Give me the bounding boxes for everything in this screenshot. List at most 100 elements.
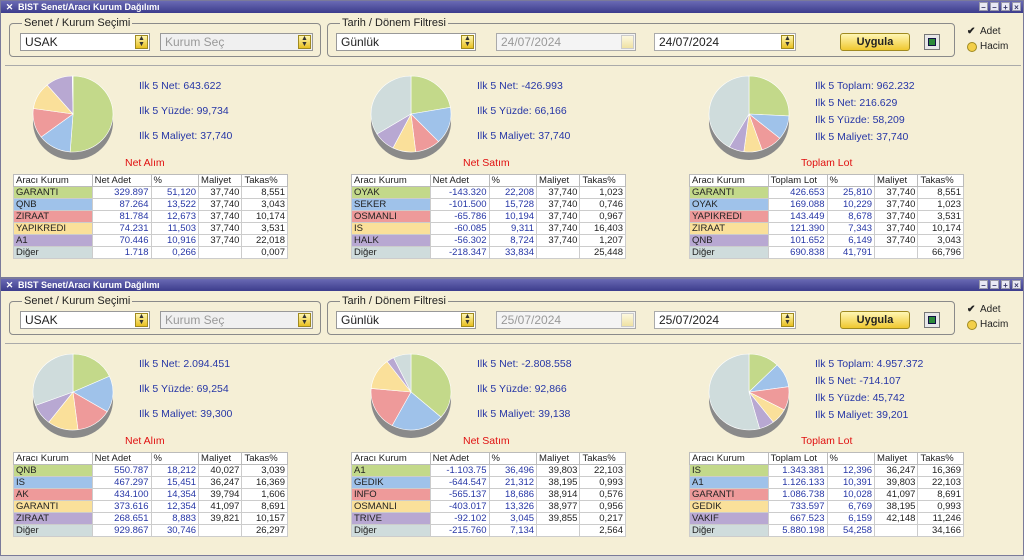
table-row[interactable]: Diğer 5.880.198 54,258 34,166 (689, 524, 964, 537)
column-header[interactable]: % (826, 452, 876, 465)
column-header[interactable]: Net Adet (91, 452, 152, 465)
table-row[interactable]: AK 434.100 14,354 39,794 1,606 (13, 488, 288, 501)
dropdown-arrow-icon[interactable]: ▲ ▼ (461, 313, 474, 327)
column-header[interactable]: Maliyet (536, 452, 581, 465)
radio-icon[interactable] (967, 319, 977, 330)
excel-export-icon[interactable] (924, 34, 940, 50)
close-window-icon[interactable]: × (1012, 280, 1021, 290)
radio-icon[interactable] (967, 41, 977, 52)
column-header[interactable]: Maliyet (874, 174, 919, 187)
dropdown-arrow-icon[interactable]: ▲ ▼ (298, 313, 311, 327)
table-row[interactable]: TRIVE -92.102 3,045 39,855 0,217 (351, 512, 626, 525)
column-header[interactable]: Net Adet (91, 174, 152, 187)
table-row[interactable]: ZIRAAT 121.390 7,343 37,740 10,174 (689, 222, 964, 235)
table-row[interactable]: HALK -56.302 8,724 37,740 1,207 (351, 234, 626, 247)
senet-select[interactable]: USAK ▲ ▼ (20, 311, 150, 329)
option-adet[interactable]: ✔ Adet (967, 26, 1001, 37)
column-header[interactable]: % (150, 452, 200, 465)
table-row[interactable]: OYAK -143.320 22,208 37,740 1,023 (351, 186, 626, 199)
column-header[interactable]: Takas% (579, 174, 626, 187)
table-row[interactable]: A1 70.446 10,916 37,740 22,018 (13, 234, 288, 247)
column-header[interactable]: Maliyet (198, 452, 243, 465)
column-header[interactable]: % (488, 174, 538, 187)
date-from-field[interactable]: 24/07/2024 (496, 33, 636, 51)
column-header[interactable]: Takas% (241, 452, 288, 465)
table-row[interactable]: Diğer 690.838 41,791 66,796 (689, 246, 964, 259)
column-header[interactable]: Aracı Kurum (13, 174, 93, 187)
period-select[interactable]: Günlük ▲ ▼ (336, 311, 476, 329)
table-row[interactable]: OSMANLI -65.786 10,194 37,740 0,967 (351, 210, 626, 223)
window-title-bar[interactable]: ✕ BIST Senet/Aracı Kurum Dağılımı – – + × (1, 1, 1023, 13)
column-header[interactable]: Aracı Kurum (351, 452, 431, 465)
column-header[interactable]: Maliyet (874, 452, 919, 465)
column-header[interactable]: % (826, 174, 876, 187)
table-row[interactable]: QNB 101.652 6,149 37,740 3,043 (689, 234, 964, 247)
restore-icon[interactable]: – (990, 280, 999, 290)
table-row[interactable]: GARANTI 329.897 51,120 37,740 8,551 (13, 186, 288, 199)
table-row[interactable]: GARANTI 426.653 25,810 37,740 8,551 (689, 186, 964, 199)
table-row[interactable]: Diğer 929.867 30,746 26,297 (13, 524, 288, 537)
option-hacim[interactable]: Hacim (967, 41, 1008, 52)
checkmark-icon[interactable]: ✔ (967, 25, 976, 37)
date-spinner-icon[interactable]: ▲ ▼ (781, 313, 794, 327)
dropdown-arrow-icon[interactable]: ▲ ▼ (298, 35, 311, 49)
close-icon[interactable]: ✕ (5, 280, 14, 290)
column-header[interactable]: Maliyet (198, 174, 243, 187)
column-header[interactable]: Net Adet (429, 174, 490, 187)
table-row[interactable]: INFO -565.137 18,686 38,914 0,576 (351, 488, 626, 501)
maximize-icon[interactable]: + (1001, 2, 1010, 12)
table-row[interactable]: ZIRAAT 81.784 12,673 37,740 10,174 (13, 210, 288, 223)
column-header[interactable]: Aracı Kurum (689, 174, 769, 187)
dropdown-arrow-icon[interactable]: ▲ ▼ (135, 313, 148, 327)
dropdown-arrow-icon[interactable]: ▲ ▼ (461, 35, 474, 49)
table-row[interactable]: GEDIK 733.597 6,769 38,195 0,993 (689, 500, 964, 513)
date-from-field[interactable]: 25/07/2024 (496, 311, 636, 329)
table-row[interactable]: VAKIF 667.523 6,159 42,148 11,246 (689, 512, 964, 525)
column-header[interactable]: % (488, 452, 538, 465)
column-header[interactable]: Takas% (917, 452, 964, 465)
date-spinner-icon[interactable]: ▲ ▼ (781, 35, 794, 49)
table-row[interactable]: Diğer -215.760 7,134 2,564 (351, 524, 626, 537)
table-row[interactable]: SEKER -101.500 15,728 37,740 0,746 (351, 198, 626, 211)
restore-icon[interactable]: – (990, 2, 999, 12)
date-spinner-icon[interactable] (621, 35, 634, 49)
column-header[interactable]: Toplam Lot (767, 174, 828, 187)
table-row[interactable]: QNB 87.264 13,522 37,740 3,043 (13, 198, 288, 211)
table-row[interactable]: IS 467.297 15,451 36,247 16,369 (13, 476, 288, 489)
close-window-icon[interactable]: × (1012, 2, 1021, 12)
kurum-select[interactable]: Kurum Seç ▲ ▼ (160, 33, 313, 51)
table-row[interactable]: YAPIKREDI 74.231 11,503 37,740 3,531 (13, 222, 288, 235)
date-to-field[interactable]: 25/07/2024 ▲ ▼ (654, 311, 796, 329)
table-row[interactable]: QNB 550.787 18,212 40,027 3,039 (13, 464, 288, 477)
table-row[interactable]: OSMANLI -403.017 13,326 38,977 0,956 (351, 500, 626, 513)
table-row[interactable]: A1 -1.103.75 36,496 39,803 22,103 (351, 464, 626, 477)
table-row[interactable]: IS -60.085 9,311 37,740 16,403 (351, 222, 626, 235)
table-row[interactable]: YAPIKREDI 143.449 8,678 37,740 3,531 (689, 210, 964, 223)
apply-button[interactable]: Uygula (840, 33, 910, 51)
dropdown-arrow-icon[interactable]: ▲ ▼ (135, 35, 148, 49)
apply-button[interactable]: Uygula (840, 311, 910, 329)
minimize-icon[interactable]: – (979, 2, 988, 12)
column-header[interactable]: Takas% (241, 174, 288, 187)
minimize-icon[interactable]: – (979, 280, 988, 290)
senet-select[interactable]: USAK ▲ ▼ (20, 33, 150, 51)
maximize-icon[interactable]: + (1001, 280, 1010, 290)
column-header[interactable]: % (150, 174, 200, 187)
date-to-field[interactable]: 24/07/2024 ▲ ▼ (654, 33, 796, 51)
table-row[interactable]: ZIRAAT 268.651 8,883 39,821 10,157 (13, 512, 288, 525)
table-row[interactable]: GEDIK -644.547 21,312 38,195 0,993 (351, 476, 626, 489)
table-row[interactable]: Diğer -218.347 33,834 25,448 (351, 246, 626, 259)
window-title-bar[interactable]: ✕ BIST Senet/Aracı Kurum Dağılımı – – + × (1, 279, 1023, 291)
column-header[interactable]: Maliyet (536, 174, 581, 187)
column-header[interactable]: Takas% (579, 452, 626, 465)
period-select[interactable]: Günlük ▲ ▼ (336, 33, 476, 51)
option-hacim[interactable]: Hacim (967, 319, 1008, 330)
column-header[interactable]: Aracı Kurum (13, 452, 93, 465)
column-header[interactable]: Aracı Kurum (689, 452, 769, 465)
column-header[interactable]: Net Adet (429, 452, 490, 465)
table-row[interactable]: IS 1.343.381 12,396 36,247 16,369 (689, 464, 964, 477)
column-header[interactable]: Takas% (917, 174, 964, 187)
excel-export-icon[interactable] (924, 312, 940, 328)
column-header[interactable]: Aracı Kurum (351, 174, 431, 187)
column-header[interactable]: Toplam Lot (767, 452, 828, 465)
